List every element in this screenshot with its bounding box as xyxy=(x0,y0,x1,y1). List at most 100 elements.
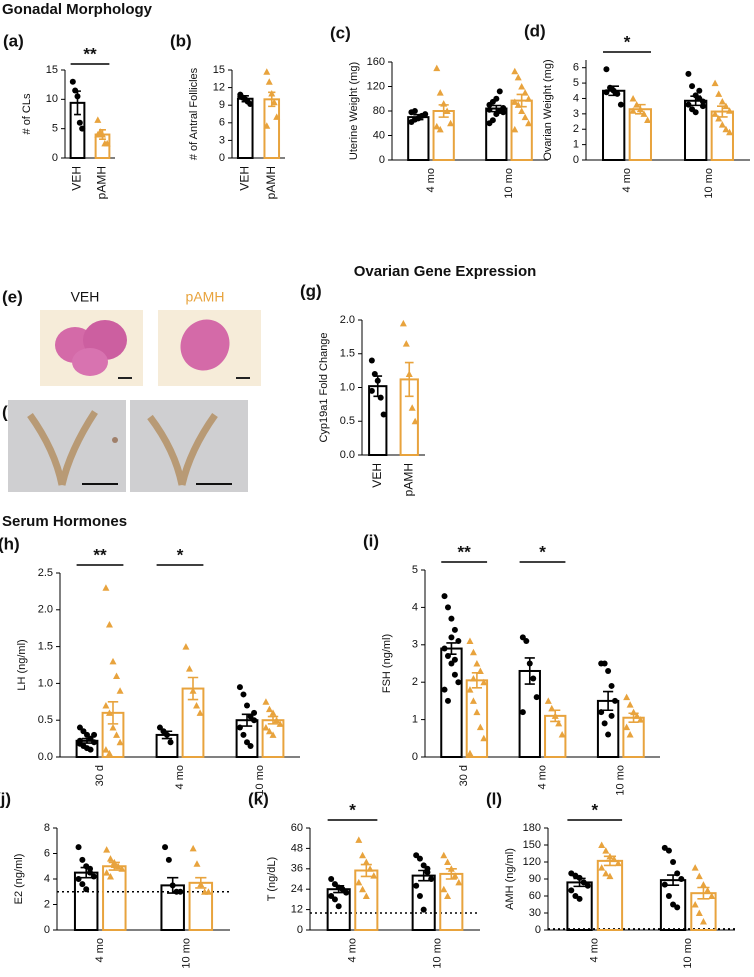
data-point xyxy=(433,64,441,72)
error-bar xyxy=(81,737,93,744)
data-point xyxy=(692,109,699,116)
bar xyxy=(602,89,626,161)
error-bar xyxy=(161,730,173,740)
data-point xyxy=(83,886,90,893)
y-tick-label: 4 xyxy=(44,873,50,885)
error-bar xyxy=(445,868,457,880)
y-tick-label: 6 xyxy=(219,117,225,129)
data-point xyxy=(362,892,370,899)
data-point xyxy=(678,876,685,882)
data-point xyxy=(106,872,114,880)
data-point xyxy=(447,119,455,127)
data-point xyxy=(380,411,387,418)
y-tick-label: 8 xyxy=(44,822,50,834)
uterus-image xyxy=(130,400,248,492)
x-tick-label: 4 mo xyxy=(346,938,358,962)
y-tick-label: 0 xyxy=(219,152,225,164)
error-bar xyxy=(195,876,207,889)
data-point xyxy=(102,746,110,753)
x-tick-label: 4 mo xyxy=(425,168,437,192)
data-point xyxy=(362,858,370,865)
data-point xyxy=(416,893,423,899)
error-bar xyxy=(524,657,535,685)
data-point xyxy=(177,888,184,895)
significance-label: ** xyxy=(458,542,472,561)
significance-label: ** xyxy=(93,545,107,564)
x-tick-label: VEH xyxy=(370,463,384,488)
data-point xyxy=(368,357,375,364)
panel-label: (b) xyxy=(170,31,192,50)
error-bar xyxy=(108,861,120,871)
data-point xyxy=(568,887,575,894)
data-point xyxy=(366,865,374,872)
y-tick-label: 0 xyxy=(44,924,50,936)
y-tick-label: 0 xyxy=(573,154,579,166)
panel-label: (c) xyxy=(330,23,351,42)
data-point xyxy=(436,125,444,133)
data-point xyxy=(413,882,420,889)
y-tick-label: 12 xyxy=(213,82,225,94)
panel-label: (g) xyxy=(300,281,322,300)
data-point xyxy=(440,885,448,893)
data-point xyxy=(598,709,605,716)
data-point xyxy=(455,878,463,886)
error-bar xyxy=(74,90,81,116)
data-point xyxy=(440,851,448,859)
data-point xyxy=(629,94,637,102)
error-bar xyxy=(516,93,527,108)
bar xyxy=(622,716,645,758)
error-bar xyxy=(690,95,702,107)
bar xyxy=(236,97,254,159)
y-tick-label: 90 xyxy=(529,873,541,885)
y-axis-label: T (ng/dL) xyxy=(266,857,278,901)
bar xyxy=(628,108,652,161)
data-point xyxy=(610,855,618,863)
bar xyxy=(710,110,734,161)
data-point xyxy=(236,724,243,731)
y-tick-label: 1.0 xyxy=(340,381,355,393)
bar xyxy=(596,859,624,931)
data-point xyxy=(443,107,451,114)
y-tick-label: 15 xyxy=(46,64,58,76)
error-bar xyxy=(418,869,430,882)
data-point xyxy=(247,742,254,749)
data-point xyxy=(399,319,407,327)
x-tick-label: 4 mo xyxy=(621,168,633,192)
data-point xyxy=(118,865,126,872)
data-point xyxy=(251,717,258,724)
data-point xyxy=(614,859,622,867)
data-point xyxy=(480,678,488,686)
data-point xyxy=(87,746,94,753)
histology-image xyxy=(158,310,261,386)
y-tick-label: 48 xyxy=(291,842,303,854)
y-tick-label: 0.5 xyxy=(38,714,53,726)
panel-label: (i) xyxy=(363,531,379,550)
data-point xyxy=(629,107,637,114)
error-bar xyxy=(550,709,561,723)
data-point xyxy=(699,103,706,110)
section-heading: Ovarian Gene Expression xyxy=(354,263,537,280)
data-point xyxy=(608,682,615,689)
data-point xyxy=(182,643,190,650)
y-tick-label: 1.0 xyxy=(38,677,53,689)
data-point xyxy=(273,113,281,120)
x-tick-label: 4 mo xyxy=(589,938,601,962)
data-point xyxy=(262,698,270,705)
data-point xyxy=(466,637,474,645)
y-tick-label: 1 xyxy=(573,139,579,151)
data-point xyxy=(469,674,477,682)
data-point xyxy=(116,738,124,746)
data-point xyxy=(204,888,212,895)
error-bar xyxy=(167,876,179,894)
data-point xyxy=(244,702,250,709)
data-point xyxy=(518,107,526,114)
data-point xyxy=(441,686,448,693)
data-point xyxy=(469,648,477,656)
data-point xyxy=(555,719,563,727)
data-point xyxy=(76,119,83,126)
x-tick-label: VEH xyxy=(70,166,84,191)
error-bar xyxy=(187,676,199,701)
y-tick-label: 120 xyxy=(367,80,385,92)
data-point xyxy=(408,404,416,411)
panel-label: (k) xyxy=(248,789,269,808)
